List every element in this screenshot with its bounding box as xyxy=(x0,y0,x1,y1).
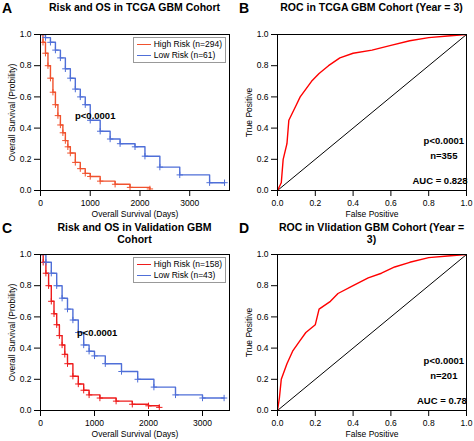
svg-text:AUC = 0.78: AUC = 0.78 xyxy=(417,395,467,406)
svg-text:0.0: 0.0 xyxy=(272,418,284,428)
svg-text:3000: 3000 xyxy=(193,418,212,428)
svg-text:0.0: 0.0 xyxy=(257,185,269,195)
svg-text:n=201: n=201 xyxy=(430,370,458,381)
html-text:B: B xyxy=(239,0,250,16)
html-text:Risk and OS in Validation GBM: Risk and OS in Validation GBM Cohort xyxy=(57,221,212,245)
svg-text:0.2: 0.2 xyxy=(257,374,269,384)
svg-text:Overall Survival (Probility): Overall Survival (Probility) xyxy=(7,63,17,161)
svg-text:0: 0 xyxy=(38,198,43,208)
svg-text:1.0: 1.0 xyxy=(20,29,32,39)
svg-text:0.4: 0.4 xyxy=(347,418,359,428)
svg-text:0.8: 0.8 xyxy=(257,60,269,70)
html-text:C: C xyxy=(2,220,13,236)
svg-text:Overall Survival (Probility): Overall Survival (Probility) xyxy=(7,283,17,381)
svg-text:1.0: 1.0 xyxy=(20,249,32,259)
html-text:D: D xyxy=(239,220,250,236)
svg-text:1.0: 1.0 xyxy=(257,249,269,259)
svg-text:False Positive: False Positive xyxy=(346,209,399,219)
svg-text:0.2: 0.2 xyxy=(309,198,321,208)
svg-text:0.8: 0.8 xyxy=(20,280,32,290)
svg-text:0.2: 0.2 xyxy=(20,154,32,164)
svg-text:2000: 2000 xyxy=(139,418,158,428)
svg-text:p<0.0001: p<0.0001 xyxy=(77,327,118,338)
svg-text:0.8: 0.8 xyxy=(423,198,435,208)
svg-text:0.2: 0.2 xyxy=(257,154,269,164)
svg-text:0.8: 0.8 xyxy=(423,418,435,428)
svg-text:0.4: 0.4 xyxy=(20,343,32,353)
svg-text:1.0: 1.0 xyxy=(461,198,473,208)
svg-text:0.4: 0.4 xyxy=(20,123,32,133)
svg-text:False Positive: False Positive xyxy=(346,429,399,439)
svg-text:0.6: 0.6 xyxy=(257,312,269,322)
svg-text:AUC = 0.828: AUC = 0.828 xyxy=(412,175,467,186)
html-text:High Risk (n=294): High Risk (n=294) xyxy=(153,39,222,49)
html-text:Low Risk (n=43): Low Risk (n=43) xyxy=(153,270,216,280)
svg-text:Overall Survival (Days): Overall Survival (Days) xyxy=(92,209,179,219)
svg-text:p<0.0001: p<0.0001 xyxy=(75,110,116,121)
svg-text:0.8: 0.8 xyxy=(257,280,269,290)
svg-text:0.0: 0.0 xyxy=(20,185,32,195)
html-text:ROC in Vlidation GBM Cohort (Y: ROC in Vlidation GBM Cohort (Year = 3) xyxy=(278,221,465,245)
svg-text:Overall Survival (Days): Overall Survival (Days) xyxy=(92,429,179,439)
svg-text:0.4: 0.4 xyxy=(257,123,269,133)
svg-text:True Positive: True Positive xyxy=(244,88,254,138)
svg-text:1000: 1000 xyxy=(85,418,104,428)
html-text:Risk and OS in TCGA GBM Cohort: Risk and OS in TCGA GBM Cohort xyxy=(48,1,221,13)
svg-text:0.2: 0.2 xyxy=(309,418,321,428)
html-text:High Risk (n=158): High Risk (n=158) xyxy=(153,259,222,269)
svg-text:0.0: 0.0 xyxy=(257,405,269,415)
svg-text:0: 0 xyxy=(38,418,43,428)
svg-text:p<0.0001: p<0.0001 xyxy=(424,355,465,366)
svg-text:0.2: 0.2 xyxy=(20,374,32,384)
svg-text:0.6: 0.6 xyxy=(257,92,269,102)
svg-text:p<0.0001: p<0.0001 xyxy=(424,135,465,146)
svg-text:0.8: 0.8 xyxy=(20,60,32,70)
svg-text:0.6: 0.6 xyxy=(20,312,32,322)
html-text:A: A xyxy=(2,0,13,16)
svg-text:0.0: 0.0 xyxy=(272,198,284,208)
svg-text:n=355: n=355 xyxy=(430,150,458,161)
svg-text:3000: 3000 xyxy=(180,198,199,208)
svg-text:0.4: 0.4 xyxy=(257,343,269,353)
svg-text:0.6: 0.6 xyxy=(20,92,32,102)
svg-text:1000: 1000 xyxy=(81,198,100,208)
svg-text:1.0: 1.0 xyxy=(461,418,473,428)
svg-text:0.4: 0.4 xyxy=(347,198,359,208)
svg-text:2000: 2000 xyxy=(131,198,150,208)
svg-text:True Positive: True Positive xyxy=(244,308,254,358)
html-text:ROC in TCGA GBM Cohort (Year =: ROC in TCGA GBM Cohort (Year = 3) xyxy=(280,1,463,13)
svg-text:0.6: 0.6 xyxy=(385,418,397,428)
svg-text:0.0: 0.0 xyxy=(20,405,32,415)
html-text:Low Risk (n=61): Low Risk (n=61) xyxy=(153,50,216,60)
svg-text:0.6: 0.6 xyxy=(385,198,397,208)
svg-text:1.0: 1.0 xyxy=(257,29,269,39)
